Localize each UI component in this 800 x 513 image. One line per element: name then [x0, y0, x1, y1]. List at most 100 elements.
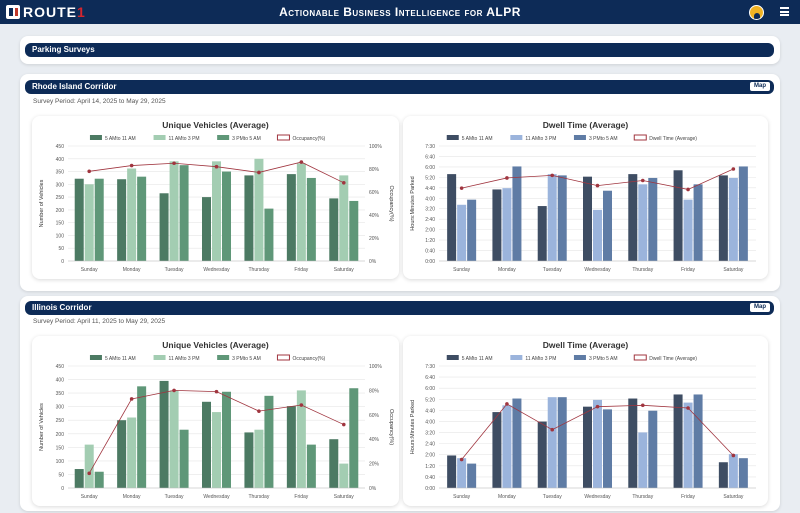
y-tick-label: 0: [61, 259, 64, 265]
bar: [254, 429, 264, 488]
line-point: [459, 186, 464, 190]
top-app-bar: ROUTE1 Actionable Business Intelligence …: [0, 0, 800, 24]
y-tick-label: 0:00: [425, 486, 435, 492]
bar: [537, 421, 547, 488]
legend-label: Occupancy(%): [292, 136, 325, 142]
y-tick-label: 4:40: [425, 186, 435, 192]
legend-swatch: [573, 355, 586, 360]
bar: [349, 388, 359, 488]
corridor-panel-illinois: Illinois Corridor Map Survey Period: Apr…: [20, 296, 780, 511]
app-title: Actionable Business Intelligence for ALP…: [279, 5, 521, 19]
bar: [603, 190, 612, 261]
avatar-icon[interactable]: [749, 5, 764, 20]
line-point: [640, 178, 645, 183]
chart-card-dwell-time: Dwell Time (Average) 5 AMto 11 AM 11 AMto …: [403, 116, 768, 279]
bar: [673, 394, 683, 488]
bar: [222, 391, 231, 488]
bar: [738, 458, 748, 488]
line-point: [172, 388, 176, 393]
dwell-time-chart: Dwell Time (Average) 5 AMto 11 AM 11 AMto …: [410, 340, 756, 500]
bar: [74, 469, 84, 488]
survey-period: Survey Period: April 14, 2025 to May 29,…: [33, 98, 166, 105]
legend-label: 5 AMto 11 AM: [105, 136, 136, 142]
y2-tick-label: 20%: [369, 236, 380, 242]
x-tick-label: Friday: [294, 267, 308, 273]
chart-title: Unique Vehicles (Average): [162, 120, 269, 130]
y-tick-label: 350: [56, 391, 65, 397]
bar: [339, 175, 349, 261]
bar: [329, 439, 339, 488]
y-axis-label: Number of Vehicles: [39, 179, 45, 227]
x-tick-label: Sunday: [81, 267, 98, 273]
legend-label: 11 AMto 3 PM: [169, 136, 200, 142]
line-point: [686, 187, 690, 192]
y-tick-label: 300: [56, 405, 65, 411]
bar: [244, 175, 254, 261]
legend-label: 3 PMto 5 AM: [232, 136, 261, 142]
x-tick-label: Wednesday: [584, 494, 611, 500]
y-tick-label: 400: [56, 157, 65, 163]
bar: [447, 455, 457, 488]
y-axis-label: Hours:Minutes Parked: [410, 176, 416, 230]
x-tick-label: Thursday: [632, 267, 653, 273]
x-tick-label: Saturday: [334, 494, 355, 500]
y-tick-label: 2:00: [425, 228, 435, 234]
x-tick-label: Monday: [123, 494, 141, 500]
map-button[interactable]: Map: [750, 82, 770, 91]
legend-swatch: [633, 134, 647, 141]
bar: [202, 401, 211, 488]
bar: [718, 462, 728, 488]
bar: [127, 168, 137, 261]
legend-label: 5 AMto 11 AM: [462, 356, 493, 362]
y-tick-label: 6:00: [425, 386, 435, 392]
bar: [286, 406, 296, 488]
legend-label: 11 AMto 3 PM: [169, 356, 200, 362]
x-tick-label: Wednesday: [584, 267, 611, 273]
x-tick-label: Saturday: [334, 267, 355, 273]
parking-surveys-header: Parking Surveys: [25, 43, 774, 57]
bar: [492, 412, 502, 488]
y-tick-label: 3:20: [425, 431, 435, 437]
bar: [718, 175, 728, 261]
y-tick-label: 450: [56, 144, 65, 150]
hamburger-menu-icon[interactable]: [780, 7, 789, 16]
chart-title: Dwell Time (Average): [543, 340, 629, 350]
x-tick-label: Friday: [681, 267, 695, 273]
x-tick-label: Thursday: [632, 494, 653, 500]
y2-axis-label: Occupancy(%): [388, 185, 394, 221]
route1-logo[interactable]: ROUTE1: [6, 4, 86, 20]
line-point: [459, 457, 464, 462]
chart-card-unique-vehicles: Unique Vehicles (Average) 5 AMto 11 AM 11 …: [32, 116, 399, 279]
bar: [648, 177, 658, 261]
bar: [202, 197, 211, 261]
bar: [179, 165, 189, 261]
y-tick-label: 250: [56, 418, 65, 424]
legend-label: 11 AMto 3 PM: [525, 356, 556, 362]
y-tick-label: 0:40: [425, 475, 435, 481]
bar: [693, 394, 703, 488]
bar: [583, 406, 592, 488]
map-button[interactable]: Map: [750, 303, 770, 312]
y2-tick-label: 0%: [369, 486, 377, 492]
legend-label: 11 AMto 3 PM: [525, 136, 556, 142]
x-tick-label: Monday: [498, 494, 516, 500]
bar: [339, 463, 349, 488]
y2-axis-label: Occupancy(%): [388, 409, 394, 445]
survey-period: Survey Period: April 11, 2025 to May 29,…: [33, 318, 166, 325]
bar: [169, 390, 179, 488]
legend-swatch: [89, 355, 102, 360]
x-tick-label: Monday: [123, 267, 141, 273]
x-tick-label: Sunday: [453, 494, 470, 500]
legend-swatch: [633, 354, 647, 361]
x-tick-label: Saturday: [723, 267, 744, 273]
bar: [159, 380, 169, 488]
y2-tick-label: 100%: [369, 144, 382, 150]
y-tick-label: 6:00: [425, 165, 435, 171]
bar: [84, 184, 94, 261]
bar: [583, 176, 592, 261]
bar: [593, 399, 602, 488]
y2-tick-label: 20%: [369, 462, 380, 468]
bar: [94, 178, 104, 261]
line-point: [640, 403, 645, 408]
y-tick-label: 1:20: [425, 464, 435, 470]
